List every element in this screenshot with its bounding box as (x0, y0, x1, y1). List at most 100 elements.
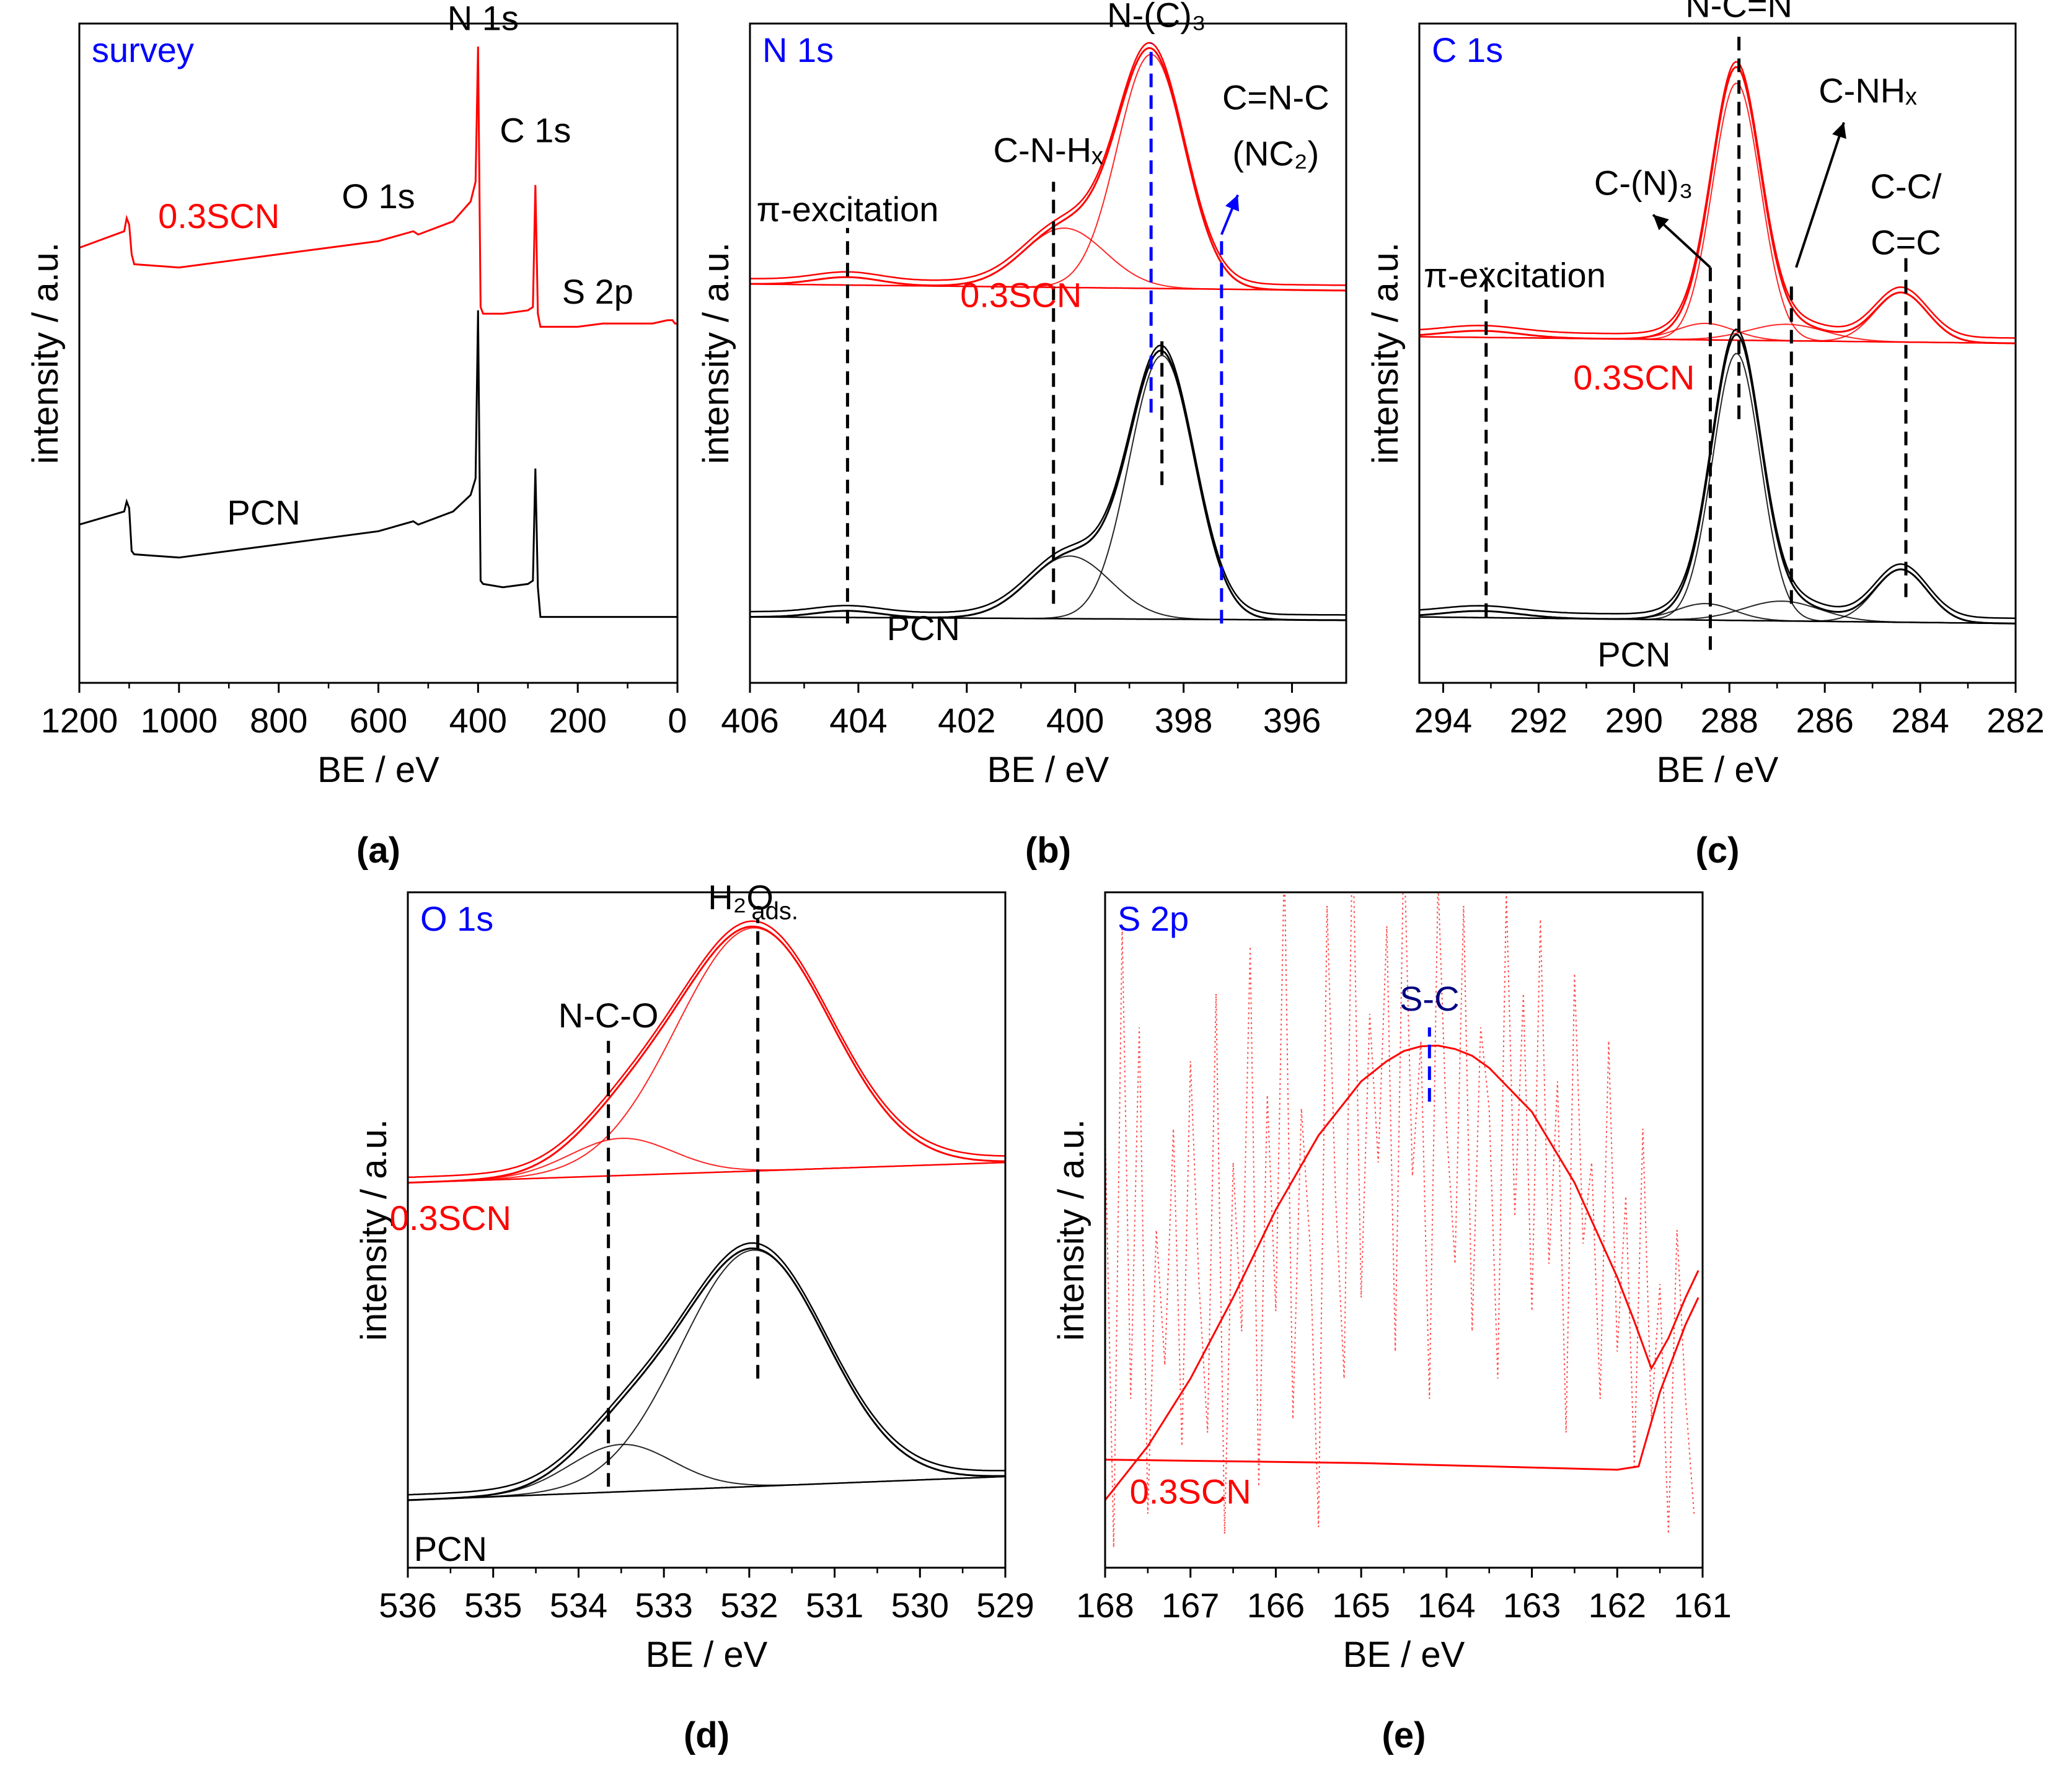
x-axis-label-d: BE / eV (646, 1635, 768, 1675)
x-tick-label-b-1: 404 (829, 701, 887, 740)
x-tick-label-d-0: 536 (379, 1586, 436, 1625)
y-axis-label-b: intensity / a.u. (696, 242, 736, 464)
annotation-d-5: PCN (414, 1529, 487, 1568)
panel-label-b: (b) (1025, 830, 1071, 871)
x-tick-label-d-4: 532 (720, 1586, 778, 1625)
panel-d: 536 535 534 533 532 531 530 529 BE / eV intensity… (354, 877, 1034, 1755)
panel-b: 406 404 402 400 398 396 BE / eV intensity / a.u… (696, 0, 1347, 871)
x-tick-label-c-5: 284 (1891, 701, 1949, 740)
x-tick-label-a-5: 200 (549, 701, 606, 740)
x-tick-label-c-3: 288 (1701, 701, 1758, 740)
annotation-b-5: π-excitation (756, 190, 938, 229)
x-tick-label-b-0: 406 (721, 701, 778, 740)
x-tick-label-e-7: 161 (1673, 1586, 1731, 1625)
x-tick-label-a-2: 800 (250, 701, 307, 740)
x-tick-label-a-4: 400 (449, 701, 507, 740)
annotation-b-6: 0.3SCN (960, 276, 1082, 315)
panel-a: 1200 1000 800 600 400 200 0 BE / eV intensity / … (25, 0, 687, 871)
series-d-0-3scn-component-2 (408, 1137, 1005, 1184)
x-tick-label-d-1: 535 (464, 1586, 522, 1625)
x-tick-label-c-4: 286 (1796, 701, 1853, 740)
series-d-pcn-envelope (408, 1247, 1005, 1501)
plot-area-b (750, 42, 1346, 622)
x-tick-label-e-2: 166 (1247, 1586, 1305, 1625)
y-axis-label-c: intensity / a.u. (1365, 242, 1406, 464)
x-tick-label-e-4: 164 (1417, 1586, 1475, 1625)
x-tick-label-d-3: 533 (635, 1586, 692, 1625)
x-tick-label-a-1: 1000 (141, 701, 218, 740)
plot-area-a (79, 46, 677, 618)
plot-area-c (1419, 61, 2016, 625)
x-tick-label-e-6: 162 (1589, 1586, 1646, 1625)
x-tick-label-d-5: 531 (806, 1586, 863, 1625)
arrow-c-cnhx (1795, 121, 1846, 268)
x-tick-label-b-5: 396 (1263, 701, 1321, 740)
x-tick-label-c-0: 294 (1414, 701, 1472, 740)
annotation-d-2: ads. (751, 898, 798, 925)
x-tick-label-d-7: 529 (976, 1586, 1034, 1625)
series-a-pcn (79, 310, 677, 618)
annotation-a-2: C 1s (500, 111, 571, 150)
annotation-d-1: H₂O (708, 877, 774, 916)
annotation-d-3: N-C-O (558, 996, 659, 1035)
x-tick-label-e-0: 168 (1076, 1586, 1134, 1625)
plot-area-d (408, 920, 1005, 1501)
annotation-b-3: (NC₂) (1232, 134, 1319, 173)
annotation-b-7: PCN (887, 608, 960, 648)
plot-area-e (1105, 892, 1699, 1548)
annotation-b-4: C-N-Hₓ (994, 130, 1104, 169)
annotation-e-2: 0.3SCN (1130, 1472, 1251, 1511)
panel-label-c: (c) (1696, 830, 1740, 871)
series-c-pcn-raw (1419, 328, 2016, 619)
panel-title-e: S 2p (1118, 899, 1189, 938)
annotation-c-3: C-(N)₃ (1594, 164, 1693, 203)
annotation-b-2: C=N-C (1222, 77, 1329, 116)
annotation-c-8: PCN (1597, 635, 1670, 674)
panel-title-d: O 1s (420, 899, 493, 938)
x-tick-label-e-3: 165 (1332, 1586, 1390, 1625)
annotation-b-1: N-(C)₃ (1107, 0, 1206, 34)
series-b-pcn-raw (750, 344, 1346, 616)
panel-label-d: (d) (684, 1715, 730, 1755)
series-c-0-3scn-raw (1419, 61, 2016, 339)
series-e-0-3scn-background (1105, 1297, 1699, 1471)
axes-frame-c (1418, 22, 2017, 684)
x-tick-label-b-2: 402 (938, 701, 995, 740)
x-axis-label-c: BE / eV (1657, 750, 1779, 790)
series-e-0-3scn-raw (1105, 892, 1695, 1548)
series-b-0-3scn-raw (750, 42, 1346, 286)
series-b-0-3scn-envelope (750, 46, 1346, 292)
arrow-b-nc2 (1220, 194, 1240, 235)
x-tick-label-b-3: 400 (1046, 701, 1104, 740)
x-tick-label-a-0: 1200 (41, 701, 118, 740)
annotation-e-1: S-C (1400, 979, 1459, 1018)
x-tick-label-a-3: 600 (350, 701, 407, 740)
x-tick-label-c-2: 290 (1605, 701, 1663, 740)
annotation-c-7: 0.3SCN (1573, 358, 1695, 397)
x-tick-label-e-1: 167 (1162, 1586, 1219, 1625)
x-axis-label-e: BE / eV (1343, 1635, 1465, 1675)
annotation-d-4: 0.3SCN (390, 1198, 511, 1237)
panel-label-e: (e) (1382, 1715, 1426, 1755)
annotation-c-2: C-NHₓ (1819, 71, 1917, 110)
series-d-pcn-raw (408, 1242, 1005, 1496)
panel-e: 168 167 166 165 164 163 162 161 BE / eV intensity… (1051, 891, 1732, 1755)
annotation-c-5: C=C (1871, 222, 1941, 261)
annotation-a-1: N 1s (447, 0, 519, 38)
annotation-a-6: PCN (227, 493, 300, 532)
series-a-0-3scn (79, 46, 677, 328)
x-tick-label-d-6: 530 (891, 1586, 949, 1625)
panel-c: 294 292 290 288 286 284 282 BE / eV intensity / … (1365, 0, 2045, 871)
annotation-a-3: O 1s (342, 177, 415, 216)
x-axis-label-b: BE / eV (987, 750, 1109, 790)
y-axis-label-e: intensity / a.u. (1051, 1119, 1091, 1341)
x-tick-label-e-5: 163 (1503, 1586, 1561, 1625)
x-tick-label-c-1: 292 (1510, 701, 1567, 740)
series-d-0-3scn-raw (408, 920, 1005, 1179)
series-c-pcn-envelope (1419, 333, 2016, 625)
arrow-c-cn3 (1652, 214, 1711, 269)
panel-title-c: C 1s (1432, 30, 1503, 69)
annotation-a-4: S 2p (562, 272, 633, 311)
x-tick-label-d-2: 534 (550, 1586, 607, 1625)
